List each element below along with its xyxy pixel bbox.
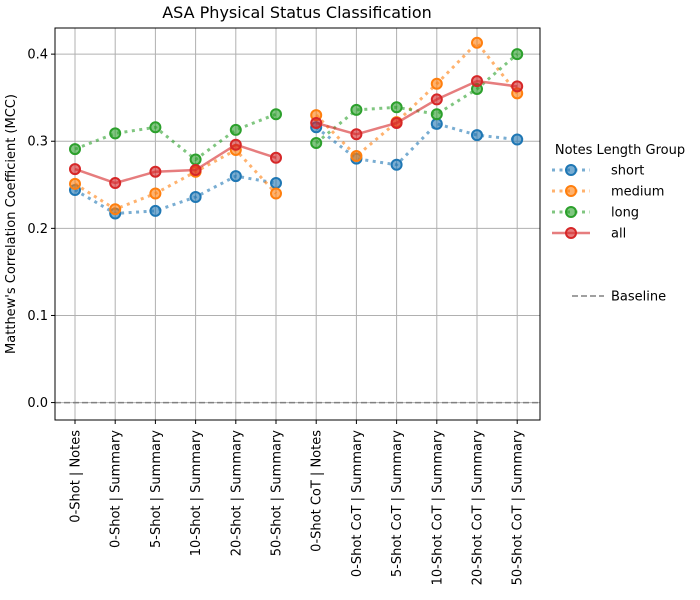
legend-label-baseline: Baseline bbox=[611, 290, 666, 305]
y-tick-label: 0.3 bbox=[27, 135, 48, 150]
series-line-medium bbox=[74, 148, 278, 211]
data-point-short bbox=[189, 190, 202, 203]
x-tick-label: 10-Shot CoT | Summary bbox=[430, 430, 445, 586]
data-point-all bbox=[270, 151, 282, 164]
legend-label-all: all bbox=[611, 227, 626, 242]
x-tick-label: 5-Shot CoT | Summary bbox=[390, 430, 405, 577]
data-point-long bbox=[69, 143, 81, 156]
legend-label-long: long bbox=[611, 206, 639, 221]
data-point-all bbox=[390, 116, 403, 129]
data-point-medium bbox=[149, 187, 162, 200]
data-point-all bbox=[149, 165, 162, 178]
chart-title: ASA Physical Status Classification bbox=[162, 3, 432, 22]
series-layer bbox=[55, 36, 540, 404]
y-tick-label: 0.0 bbox=[27, 396, 48, 411]
series-line-all bbox=[74, 143, 277, 185]
y-tick-label: 0.2 bbox=[27, 222, 48, 237]
data-point-long bbox=[109, 127, 122, 140]
data-point-long bbox=[310, 136, 323, 149]
plot-frame bbox=[54, 27, 541, 421]
data-point-short bbox=[511, 133, 524, 146]
data-point-long bbox=[229, 123, 242, 136]
grid bbox=[55, 28, 540, 420]
legend-label-medium: medium bbox=[611, 185, 664, 200]
data-point-all bbox=[69, 163, 81, 176]
legend-marker-medium bbox=[565, 185, 577, 197]
legend-label-short: short bbox=[611, 164, 644, 179]
data-point-short bbox=[390, 158, 403, 171]
series-line-medium bbox=[315, 41, 519, 158]
data-point-long bbox=[430, 108, 443, 121]
data-point-medium bbox=[471, 36, 483, 49]
legend-title: Notes Length Group bbox=[555, 143, 685, 158]
x-axis-ticks: 0-Shot | Notes 0-Shot | Summary 5-Shot | S… bbox=[69, 420, 526, 585]
data-point-short bbox=[229, 170, 242, 183]
data-point-long bbox=[149, 121, 162, 134]
series-line-short bbox=[315, 122, 518, 167]
data-point-medium bbox=[69, 177, 81, 190]
legend-marker-short bbox=[565, 164, 577, 176]
x-tick-label: 10-Shot | Summary bbox=[189, 430, 204, 557]
data-point-long bbox=[189, 153, 202, 166]
data-point-all bbox=[109, 177, 122, 190]
data-point-all bbox=[310, 116, 323, 129]
data-point-medium bbox=[270, 187, 282, 200]
data-point-long bbox=[511, 48, 524, 61]
data-point-all bbox=[350, 128, 363, 141]
series-line-short bbox=[74, 174, 277, 215]
data-point-short bbox=[430, 117, 443, 130]
data-point-medium bbox=[109, 203, 122, 216]
data-point-all bbox=[229, 138, 242, 151]
series-line-long bbox=[74, 112, 277, 161]
x-tick-label: 50-Shot | Summary bbox=[270, 430, 285, 557]
y-tick-label: 0.4 bbox=[27, 48, 48, 63]
data-point-all bbox=[511, 80, 524, 93]
legend: Notes Length Group short medium long all Bas… bbox=[552, 143, 685, 305]
data-point-short bbox=[270, 177, 282, 190]
x-tick-label: 0-Shot | Notes bbox=[69, 430, 84, 523]
data-point-medium bbox=[430, 77, 443, 90]
series-line-long bbox=[315, 52, 519, 145]
x-tick-label: 0-Shot CoT | Summary bbox=[350, 430, 365, 577]
data-point-long bbox=[270, 108, 282, 121]
x-tick-label: 20-Shot | Summary bbox=[229, 430, 244, 557]
y-axis-label: Matthew's Correlation Coefficient (MCC) bbox=[4, 94, 19, 354]
y-tick-label: 0.1 bbox=[27, 309, 48, 324]
data-point-long bbox=[350, 103, 363, 116]
data-point-medium bbox=[350, 150, 363, 163]
x-tick-label: 50-Shot CoT | Summary bbox=[511, 430, 526, 586]
x-tick-label: 0-Shot CoT | Notes bbox=[310, 430, 325, 552]
x-tick-label: 0-Shot | Summary bbox=[109, 430, 124, 548]
legend-marker-all bbox=[565, 227, 577, 239]
legend-marker-long bbox=[565, 206, 577, 218]
x-tick-label: 5-Shot | Summary bbox=[149, 430, 164, 548]
data-point-long bbox=[390, 101, 403, 114]
data-point-all bbox=[471, 75, 483, 88]
x-tick-label: 20-Shot CoT | Summary bbox=[471, 430, 486, 586]
data-point-all bbox=[189, 163, 202, 176]
series-line-all bbox=[315, 79, 518, 136]
data-point-short bbox=[471, 129, 483, 142]
data-point-all bbox=[430, 93, 443, 106]
data-point-short bbox=[149, 204, 162, 217]
y-axis-ticks: 0.0 0.1 0.2 0.3 0.4 bbox=[27, 48, 55, 411]
